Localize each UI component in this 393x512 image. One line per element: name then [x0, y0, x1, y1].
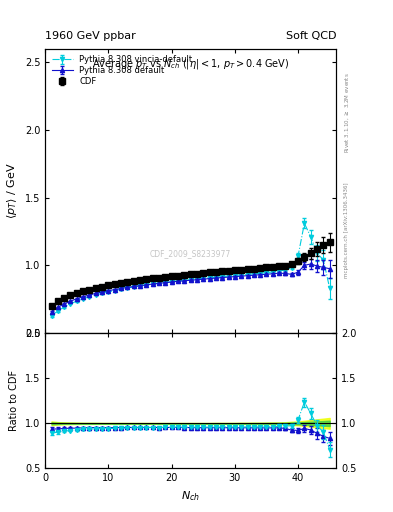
Y-axis label: Ratio to CDF: Ratio to CDF	[9, 370, 19, 431]
X-axis label: $N_{ch}$: $N_{ch}$	[181, 489, 200, 503]
Text: Rivet 3.1.10, $\geq$ 3.2M events: Rivet 3.1.10, $\geq$ 3.2M events	[344, 72, 351, 153]
Legend: Pythia 8.308 vincia-default, Pythia 8.308 default, CDF: Pythia 8.308 vincia-default, Pythia 8.30…	[50, 53, 195, 88]
Text: Soft QCD: Soft QCD	[286, 31, 336, 41]
Y-axis label: $\langle p_T \rangle$ / GeV: $\langle p_T \rangle$ / GeV	[5, 162, 19, 219]
Text: CDF_2009_S8233977: CDF_2009_S8233977	[150, 249, 231, 258]
Text: Average $p_T$ vs $N_{ch}$ ($|\eta| < 1$, $p_T > 0.4$ GeV): Average $p_T$ vs $N_{ch}$ ($|\eta| < 1$,…	[92, 57, 289, 71]
Text: mcplots.cern.ch [arXiv:1306.3436]: mcplots.cern.ch [arXiv:1306.3436]	[344, 183, 349, 278]
Text: 1960 GeV ppbar: 1960 GeV ppbar	[45, 31, 136, 41]
